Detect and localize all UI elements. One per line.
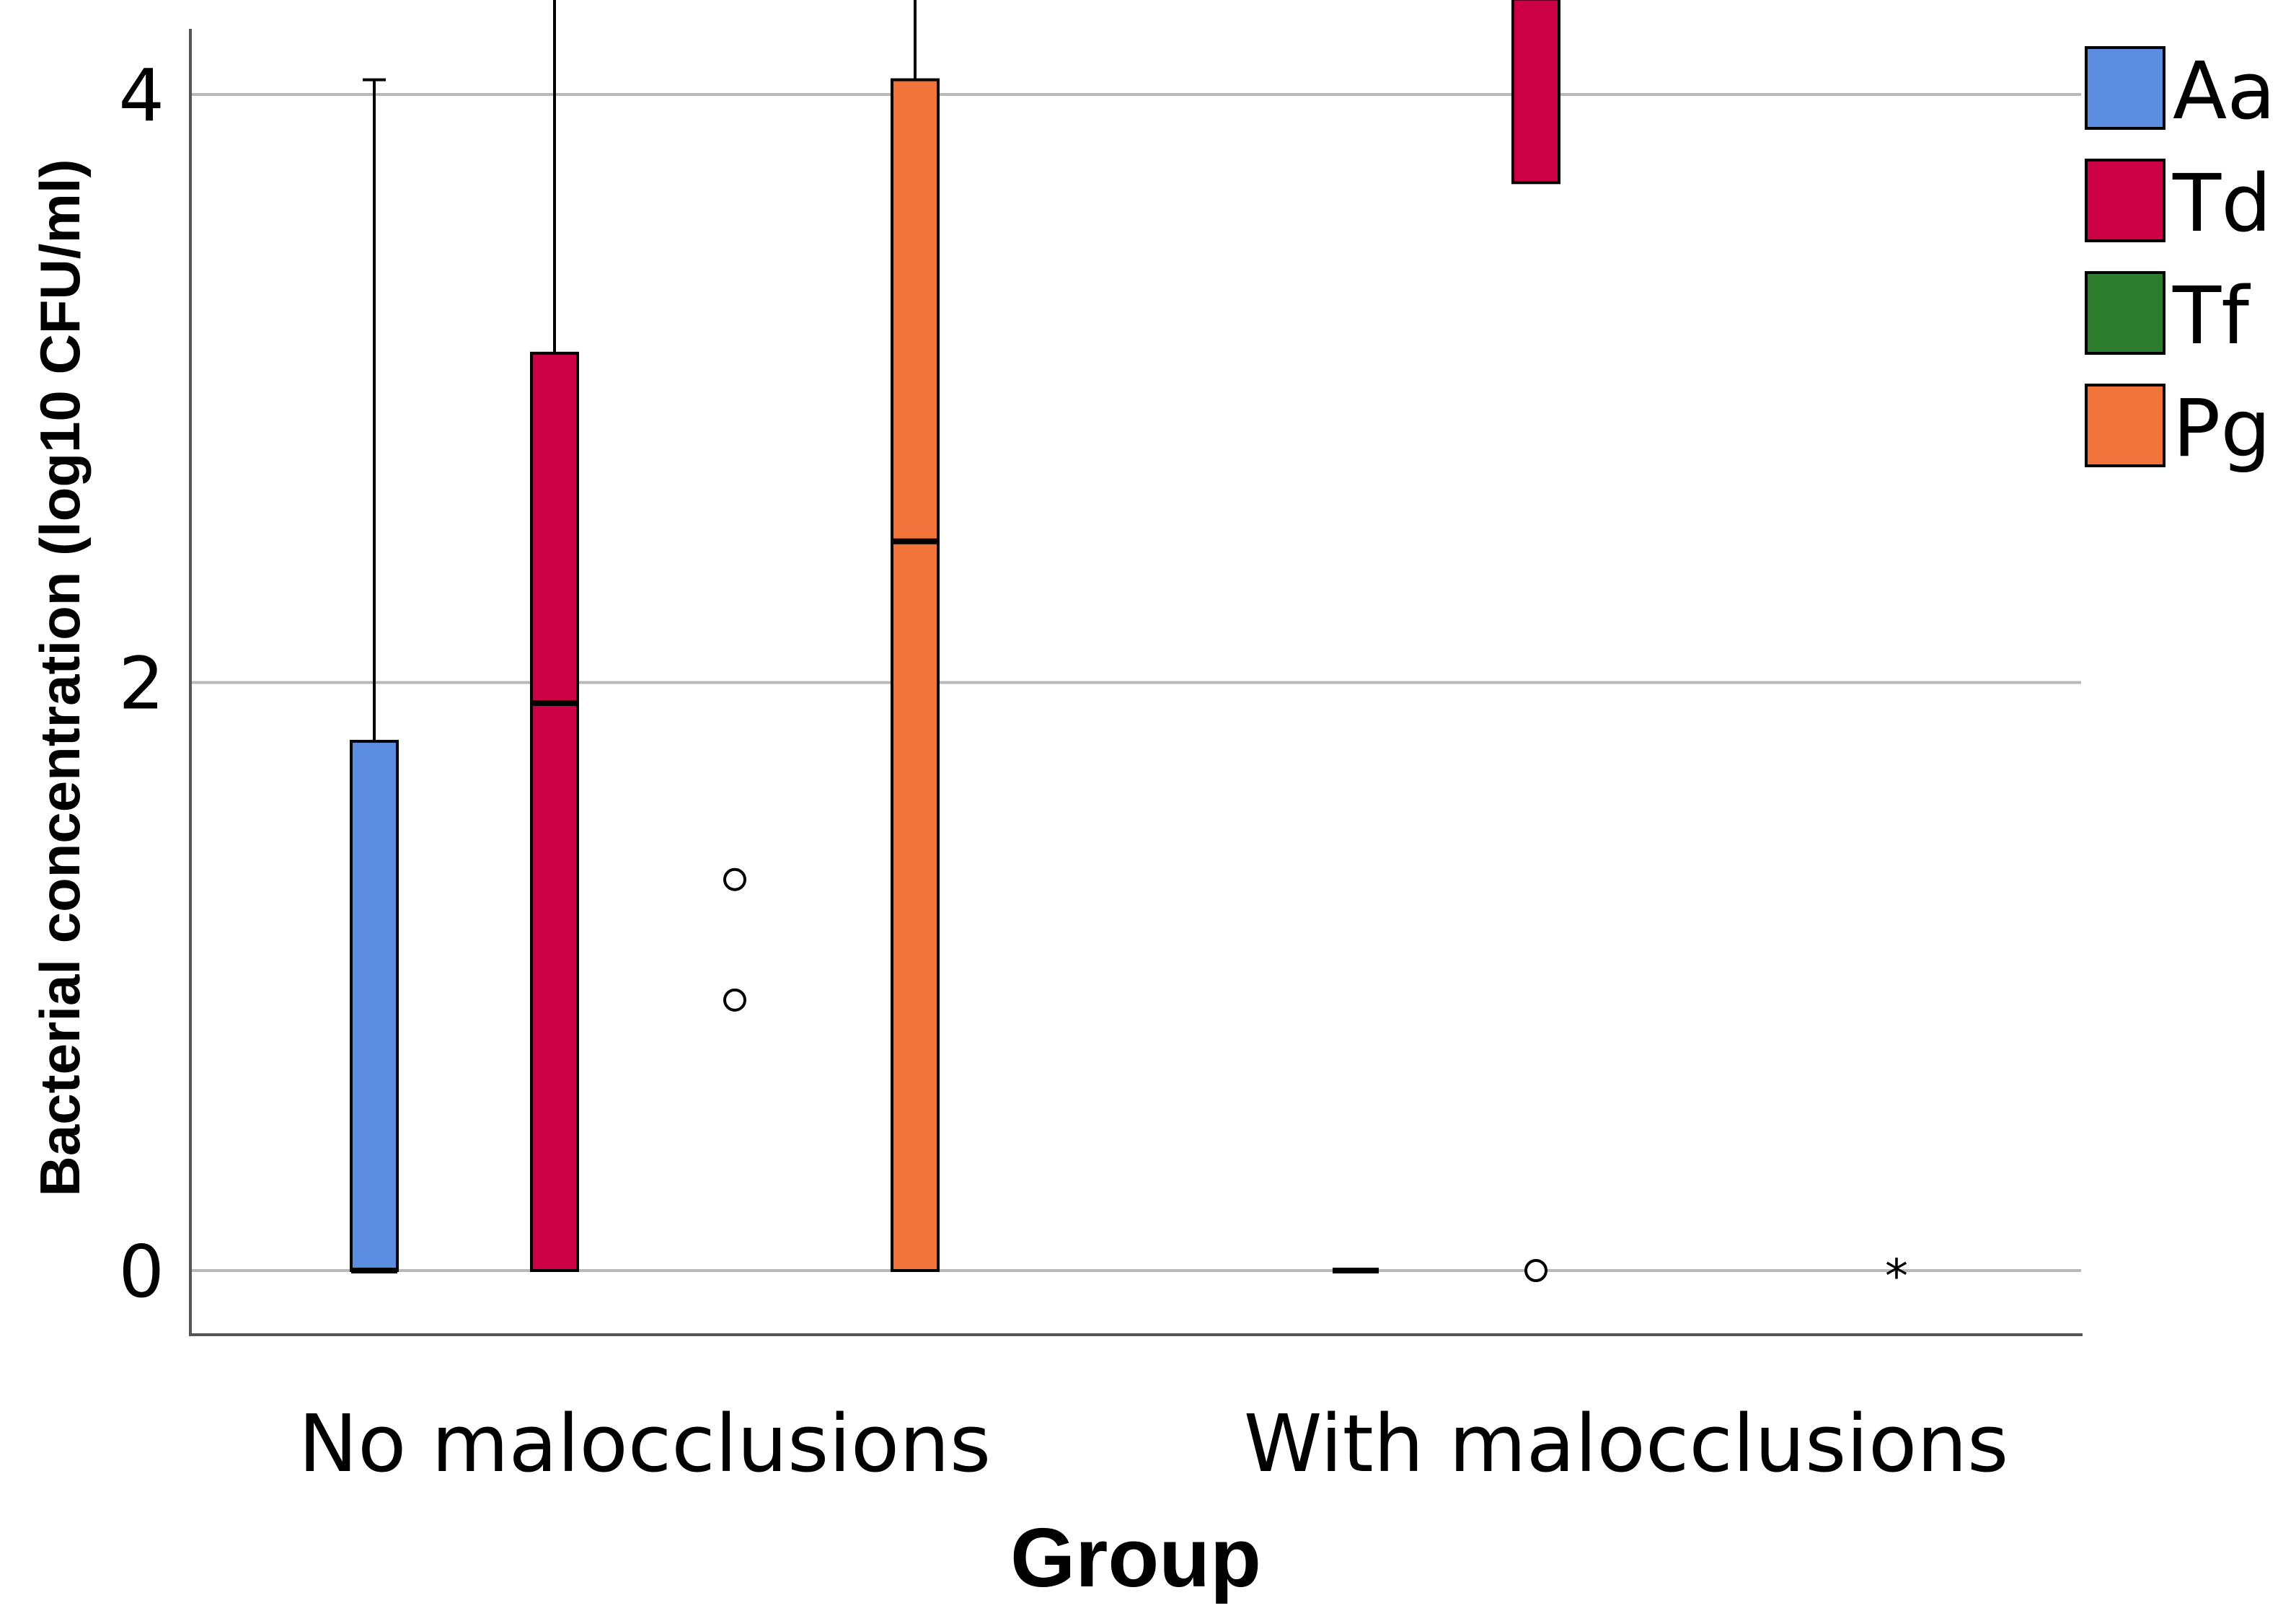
legend-swatch [2085,384,2165,467]
box-td-no-malocclusions [530,0,579,1273]
box-aa-with-malocclusions: ** [1333,0,1379,1273]
y-tick-label: 2 [118,642,164,726]
outlier-star: * [1885,1250,1908,1304]
iqr-box [350,740,399,1273]
axes [189,29,2083,1336]
legend: Aa Td Tf Pg [2085,45,2276,474]
iqr-box [530,351,579,1273]
legend-swatch [2085,159,2165,242]
legend-item-aa: Aa [2085,45,2276,137]
box-td-with-malocclusions [1511,0,1560,1282]
category-labels: No malocclusions With malocclusions [299,1397,2008,1490]
iqr-box [891,78,940,1272]
legend-label: Tf [2172,270,2251,362]
y-tick-label: 0 [118,1229,164,1314]
legend-label: Td [2172,157,2271,249]
y-axis-title: Bacterial concentration (log10 CFU/ml) [28,159,92,1197]
box-tf-no-malocclusions [723,867,746,1012]
legend-item-tf: Tf [2085,270,2251,362]
y-tick-labels: 02468 [118,53,164,1314]
y-tick-label: 4 [118,53,164,138]
outlier-circle [723,988,746,1012]
category-label: With malocclusions [1244,1397,2009,1490]
outlier-circle [1524,1259,1547,1282]
outlier-star: * [1344,0,1367,19]
iqr-box [1511,0,1560,185]
legend-swatch [2085,46,2165,130]
box-pg-with-malocclusions: * [1885,1250,1908,1304]
gridlines [190,93,2081,1272]
legend-label: Pg [2173,382,2271,474]
box-aa-no-malocclusions [350,78,399,1273]
outlier-circle [723,867,746,891]
legend-label: Aa [2173,45,2276,137]
legend-item-td: Td [2085,157,2271,249]
plot-area: *** [350,0,1908,1304]
x-axis-title: Group [1010,1511,1261,1604]
box-pg-no-malocclusions [891,0,940,1272]
category-label: No malocclusions [299,1397,991,1490]
legend-swatch [2085,271,2165,355]
legend-item-pg: Pg [2085,382,2271,474]
